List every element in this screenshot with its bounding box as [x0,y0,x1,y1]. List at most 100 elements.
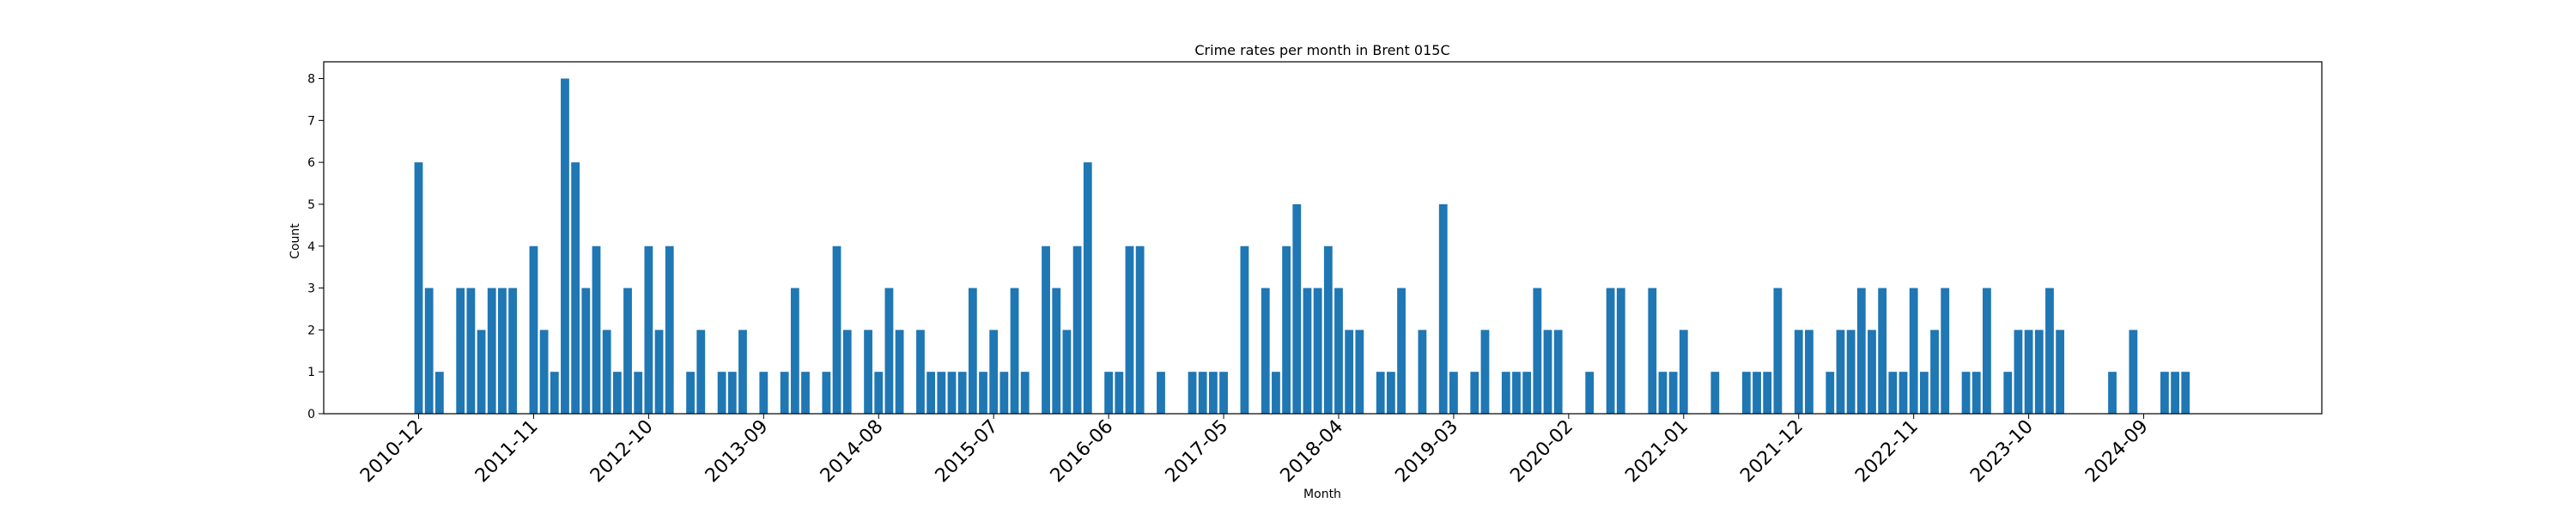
bar [1313,288,1322,414]
bar [1512,372,1521,414]
bar [2045,288,2054,414]
bar [2160,372,2169,414]
bar [456,288,465,414]
bar [571,162,580,414]
bar [1826,372,1835,414]
bar [759,372,769,414]
bar [2056,330,2065,414]
x-tick-label: 2020-02 [1506,416,1577,488]
bar [1240,245,1249,414]
bar [2108,372,2117,414]
bar [1648,288,1657,414]
bar [1208,372,1218,414]
bar [1303,288,1312,414]
bar [1052,288,1061,414]
bar [1606,288,1615,414]
bar [2171,372,2179,414]
bar [634,372,643,414]
x-tick-label: 2024-09 [2081,416,2153,488]
bar [498,288,507,414]
bar [1805,330,1814,414]
bar [1753,372,1761,414]
bar [780,372,789,414]
bar [529,245,538,414]
bar [1135,245,1145,414]
x-tick-label: 2021-12 [1736,416,1807,488]
bar [727,372,737,414]
bar [1334,288,1343,414]
bar [1386,372,1395,414]
x-tick-label: 2013-09 [702,416,773,488]
bar [989,330,999,414]
bar [822,372,831,414]
bar [1522,372,1532,414]
bar [1418,330,1427,414]
x-axis-label: Month [1303,488,1341,501]
bar [696,330,706,414]
y-axis-label: Count [289,223,302,259]
bar [1198,372,1207,414]
chart-title: Crime rates per month in Brent 015C [1194,42,1449,58]
x-tick-label: 2016-06 [1047,416,1118,488]
bar [1553,330,1563,414]
bar [1376,372,1385,414]
x-tick-label: 2010-12 [356,416,428,488]
tick-marks [319,78,2145,419]
bar [602,330,611,414]
bar [623,288,632,414]
x-tick-label: 2022-11 [1851,416,1923,488]
y-tick-labels: 0 1 2 3 4 5 6 7 8 [307,73,315,421]
bar [957,372,967,414]
bar [1345,330,1354,414]
bar [477,330,486,414]
x-tick-label: 2021-01 [1621,416,1692,488]
bar [539,330,549,414]
bar [1470,372,1479,414]
y-tick-label: 8 [307,73,315,87]
bar [2034,330,2044,414]
bar [1480,330,1490,414]
bar [1062,330,1072,414]
bar [1188,372,1197,414]
y-tick-label: 7 [307,114,315,128]
bar [1115,372,1124,414]
bar [1261,288,1270,414]
bar [424,288,434,414]
bar [1878,288,1887,414]
bar [1543,330,1552,414]
bar [2014,330,2023,414]
bar [2024,330,2033,414]
bar [1679,330,1688,414]
y-tick-label: 6 [307,156,315,170]
x-tick-label: 2023-10 [1966,416,2038,488]
bar [644,245,653,414]
x-tick-labels: 2010-12 2011-11 2012-10 2013-09 2014-08 2015-… [356,416,2153,488]
bars [414,78,2190,415]
bar [717,372,726,414]
bar [864,330,872,414]
bar [2181,372,2190,414]
bar [979,372,987,414]
bar [1292,203,1302,414]
bar [1020,372,1030,414]
y-tick-label: 1 [307,366,315,379]
bar [1010,288,1019,414]
bar [581,288,591,414]
x-tick-label: 2019-03 [1391,416,1462,488]
bar [1930,330,1939,414]
bar [2003,372,2013,414]
bar [999,372,1009,414]
bar [1763,372,1772,414]
bar [916,330,925,414]
bar [1710,372,1720,414]
bar [1836,330,1845,414]
bar [612,372,622,414]
bar [937,372,946,414]
bar [466,288,476,414]
bar [1909,288,1918,414]
bar [1449,372,1458,414]
x-tick-label: 2018-04 [1277,416,1348,488]
bar [1219,372,1228,414]
bar [592,245,601,414]
bar [1846,330,1856,414]
